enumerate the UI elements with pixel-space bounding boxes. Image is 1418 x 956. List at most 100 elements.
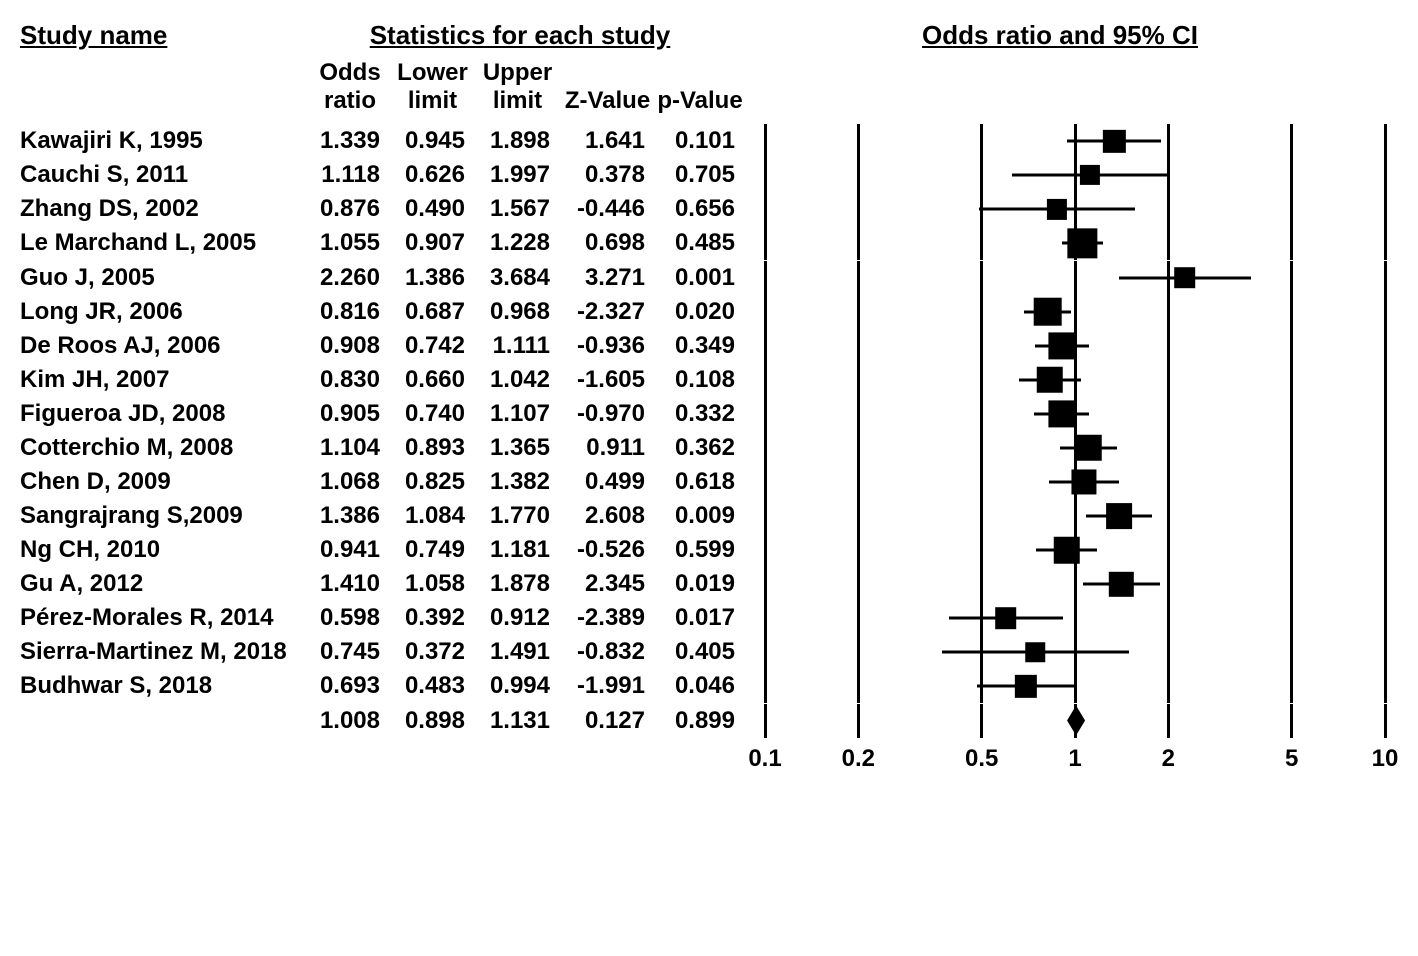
tick-line: [857, 226, 860, 260]
plot-cell: [765, 192, 1385, 226]
tick-line: [1290, 124, 1293, 158]
tick-line: [980, 704, 983, 738]
tick-line: [1290, 704, 1293, 738]
point-estimate-marker: [1075, 435, 1102, 462]
z-value-cell: 0.127: [560, 704, 655, 738]
study-name-cell: Figueroa JD, 2008: [20, 397, 310, 431]
plot-cell: [765, 158, 1385, 192]
p-value-cell: 0.405: [655, 635, 745, 669]
z-value-cell: 2.345: [560, 567, 655, 601]
upper-limit-cell: 1.770: [475, 499, 560, 533]
tick-line: [1384, 124, 1387, 158]
lower-limit-cell: 0.898: [390, 704, 475, 738]
tick-line: [764, 635, 767, 669]
tick-line: [1074, 261, 1077, 295]
tick-line: [764, 158, 767, 192]
tick-line: [1384, 704, 1387, 738]
tick-line: [764, 601, 767, 635]
forest-plot: Study name Statistics for each study Odd…: [20, 20, 1398, 778]
upper-limit-cell: 1.111: [475, 329, 560, 363]
point-estimate-marker: [1054, 537, 1081, 564]
tick-line: [980, 567, 983, 601]
axis-tick-label: 0.2: [842, 742, 875, 776]
tick-line: [1167, 567, 1170, 601]
odds-ratio-cell: 1.386: [310, 499, 390, 533]
study-name-cell: Long JR, 2006: [20, 295, 310, 329]
lower-limit-cell: 0.483: [390, 669, 475, 703]
tick-line: [1167, 363, 1170, 397]
p-value-cell: 0.019: [655, 567, 745, 601]
upper-limit-cell: 0.912: [475, 601, 560, 635]
tick-line: [857, 124, 860, 158]
tick-line: [1167, 533, 1170, 567]
p-value-cell: 0.001: [655, 261, 745, 295]
tick-line: [857, 533, 860, 567]
statistics-header: Statistics for each study: [310, 20, 730, 51]
odds-ratio-cell: 1.068: [310, 465, 390, 499]
odds-ratio-cell: 0.908: [310, 329, 390, 363]
tick-line: [857, 329, 860, 363]
plot-cell: [765, 397, 1385, 431]
study-name-header: Study name: [20, 20, 310, 51]
tick-line: [764, 431, 767, 465]
tick-line: [764, 295, 767, 329]
study-name-cell: Guo J, 2005: [20, 261, 310, 295]
lower-limit-cell: 0.392: [390, 601, 475, 635]
tick-line: [980, 329, 983, 363]
tick-line: [1290, 261, 1293, 295]
tick-line: [1384, 158, 1387, 192]
plot-cell: [765, 226, 1385, 260]
p-value-cell: 0.349: [655, 329, 745, 363]
tick-line: [1290, 363, 1293, 397]
lower-limit-header: Lower limit: [390, 59, 475, 114]
odds-ratio-cell: 0.941: [310, 533, 390, 567]
odds-ratio-cell: 1.104: [310, 431, 390, 465]
study-name-cell: Gu A, 2012: [20, 567, 310, 601]
plot-cell: [765, 465, 1385, 499]
tick-line: [1384, 465, 1387, 499]
p-value-cell: 0.362: [655, 431, 745, 465]
z-value-cell: 2.608: [560, 499, 655, 533]
z-value-cell: 0.698: [560, 226, 655, 260]
tick-line: [1074, 295, 1077, 329]
study-name-cell: Budhwar S, 2018: [20, 669, 310, 703]
z-value-cell: 0.911: [560, 431, 655, 465]
study-name-cell: Cotterchio M, 2008: [20, 431, 310, 465]
tick-line: [764, 124, 767, 158]
odds-ratio-cell: 1.008: [310, 704, 390, 738]
tick-line: [1290, 635, 1293, 669]
study-row: Figueroa JD, 20080.9050.7401.107-0.9700.…: [20, 397, 1385, 431]
odds-ratio-cell: 0.816: [310, 295, 390, 329]
axis-labels-row: 0.10.20.512510: [20, 738, 1385, 778]
tick-line: [1167, 329, 1170, 363]
tick-line: [764, 704, 767, 738]
p-value-cell: 0.101: [655, 124, 745, 158]
study-row: Sierra-Martinez M, 20180.7450.3721.491-0…: [20, 635, 1385, 669]
tick-line: [1290, 567, 1293, 601]
plot-cell: [765, 295, 1385, 329]
tick-line: [1074, 499, 1077, 533]
tick-line: [1074, 601, 1077, 635]
p-value-cell: 0.009: [655, 499, 745, 533]
tick-line: [1290, 397, 1293, 431]
tick-line: [980, 295, 983, 329]
study-row: Ng CH, 20100.9410.7491.181-0.5260.599: [20, 533, 1385, 567]
tick-line: [857, 567, 860, 601]
data-rows-container: Kawajiri K, 19951.3390.9451.8981.6410.10…: [20, 124, 1385, 737]
tick-line: [1290, 465, 1293, 499]
tick-line: [1167, 397, 1170, 431]
tick-line: [1384, 226, 1387, 260]
p-value-cell: 0.017: [655, 601, 745, 635]
study-name-cell: Sierra-Martinez M, 2018: [20, 635, 310, 669]
tick-line: [1384, 533, 1387, 567]
odds-ratio-cell: 0.745: [310, 635, 390, 669]
tick-line: [857, 669, 860, 703]
study-name-cell: Ng CH, 2010: [20, 533, 310, 567]
point-estimate-marker: [1026, 643, 1046, 663]
tick-line: [1384, 669, 1387, 703]
axis-tick-label: 5: [1285, 742, 1298, 776]
header-row-2: Odds ratio Lower limit Upper limit Z-Val…: [20, 59, 1385, 114]
tick-line: [1074, 567, 1077, 601]
tick-line: [764, 465, 767, 499]
tick-line: [980, 261, 983, 295]
